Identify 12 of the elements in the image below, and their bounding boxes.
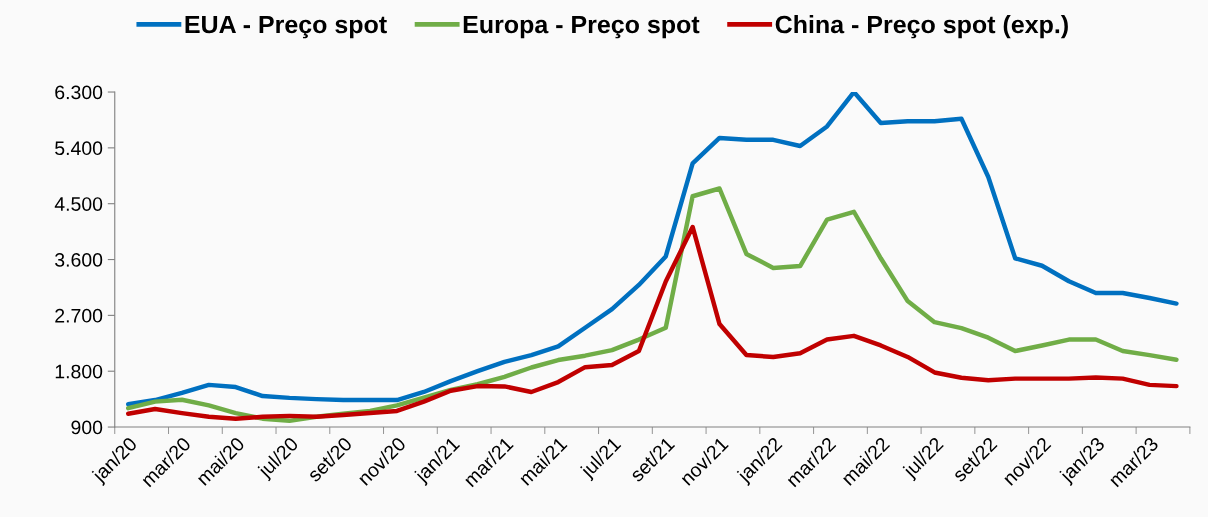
legend-label: Europa - Preço spot (463, 15, 700, 39)
y-tick-label: 3.600 (55, 253, 103, 267)
y-tick-label: 4.500 (54, 197, 103, 211)
y-tick-label: 1.800 (55, 364, 103, 379)
line-series (125, 224, 1179, 421)
y-tick-label: 5.400 (55, 141, 103, 156)
line-series (125, 92, 1179, 407)
legend-label: EUA - Preço spot (185, 15, 387, 39)
y-tick-label: 900 (71, 420, 103, 435)
legend-label: China - Preço spot (exp.) (775, 15, 1068, 39)
y-tick-label: 6.300 (55, 85, 103, 100)
y-tick-label: 2.700 (55, 308, 103, 323)
